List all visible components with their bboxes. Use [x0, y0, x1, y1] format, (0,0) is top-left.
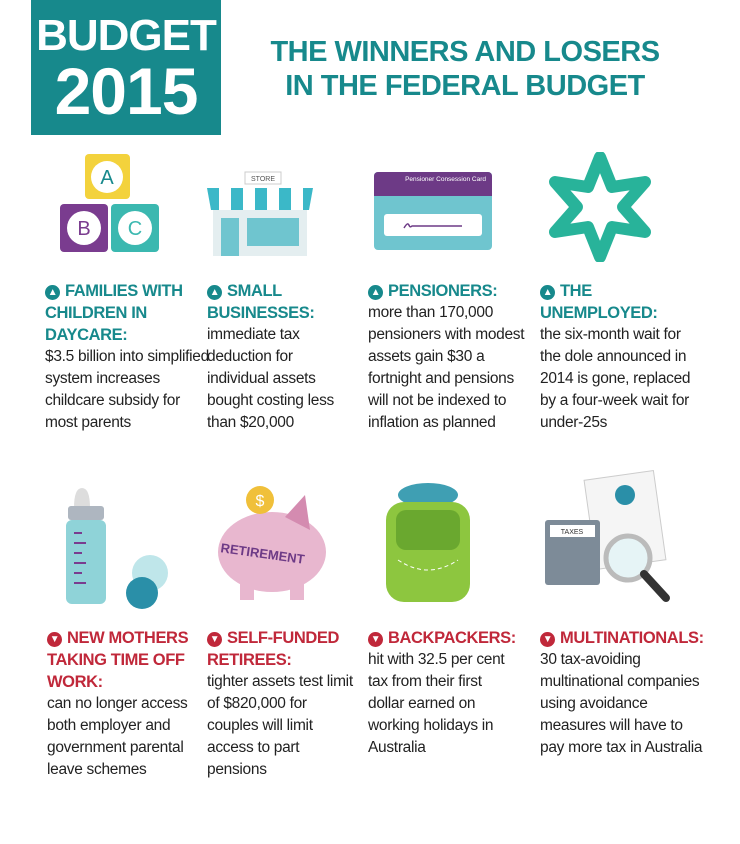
- item-heading: ▼ NEW MOTHERS TAKING TIME OFF WORK:: [47, 629, 189, 691]
- item-self-funded-retirees: ▼ SELF-FUNDED RETIREES: tighter assets te…: [207, 627, 357, 781]
- item-body: can no longer access both employer and g…: [47, 695, 188, 778]
- item-heading: ▼ MULTINATIONALS:: [540, 627, 705, 649]
- badge-line1: BUDGET: [36, 11, 217, 60]
- badge-line2: 2015: [54, 54, 199, 128]
- arrow-up-icon: ▲: [207, 285, 222, 300]
- baby-bottle-icon: [66, 488, 168, 609]
- title-line2: IN THE FEDERAL BUDGET: [285, 70, 645, 102]
- page-title: THE WINNERS AND LOSERS IN THE FEDERAL BU…: [245, 35, 685, 103]
- item-pensioners: ▲ PENSIONERS: more than 170,000 pensioner…: [368, 280, 533, 434]
- item-heading: ▲ FAMILIES WITH CHILDREN IN DAYCARE:: [45, 282, 183, 344]
- svg-text:$: $: [256, 493, 265, 510]
- item-body: $3.5 billion into simplified system incr…: [45, 348, 209, 431]
- arrow-down-icon: ▼: [47, 632, 62, 647]
- backpack-icon: [386, 483, 470, 602]
- item-heading: ▲ SMALL BUSINESSES:: [207, 282, 315, 322]
- title-line1: THE WINNERS AND LOSERS: [270, 36, 660, 68]
- item-body: 30 tax-avoiding multinational companies …: [540, 651, 703, 756]
- arrow-down-icon: ▼: [540, 632, 555, 647]
- budget-2015-badge: BUDGET 2015: [31, 0, 221, 135]
- svg-text:STORE: STORE: [251, 176, 275, 183]
- piggy-bank-icon: $ RETIREMENT: [218, 486, 326, 600]
- item-multinationals: ▼ MULTINATIONALS: 30 tax-avoiding multina…: [540, 627, 705, 759]
- item-backpackers: ▼ BACKPACKERS: hit with 32.5 per cent tax…: [368, 627, 518, 759]
- item-families: ▲ FAMILIES WITH CHILDREN IN DAYCARE: $3.5…: [45, 280, 215, 434]
- item-unemployed: ▲ THE UNEMPLOYED: the six-month wait for …: [540, 280, 700, 434]
- item-heading: ▼ BACKPACKERS:: [368, 627, 518, 649]
- svg-text:Pensioner Consession Card: Pensioner Consession Card: [405, 176, 486, 183]
- svg-text:B: B: [77, 218, 90, 240]
- arrow-up-icon: ▲: [368, 285, 383, 300]
- item-new-mothers: ▼ NEW MOTHERS TAKING TIME OFF WORK: can n…: [47, 627, 197, 781]
- svg-text:TAXES: TAXES: [561, 529, 584, 536]
- item-heading: ▼ SELF-FUNDED RETIREES:: [207, 629, 340, 669]
- item-body: immediate tax deduction for individual a…: [207, 326, 334, 431]
- pensioner-card-icon: Pensioner Consession Card: [374, 172, 492, 250]
- item-body: tighter assets test limit of $820,000 fo…: [207, 673, 353, 778]
- arrow-down-icon: ▼: [368, 632, 383, 647]
- star-logo-icon: [549, 152, 651, 262]
- store-icon: STORE: [207, 171, 313, 256]
- abc-blocks-icon: A B C: [60, 154, 159, 252]
- arrow-up-icon: ▲: [45, 285, 60, 300]
- svg-text:C: C: [128, 218, 142, 240]
- item-heading: ▲ PENSIONERS:: [368, 280, 533, 302]
- item-body: more than 170,000 pensioners with modest…: [368, 304, 525, 431]
- item-small-businesses: ▲ SMALL BUSINESSES: immediate tax deducti…: [207, 280, 357, 434]
- arrow-down-icon: ▼: [207, 632, 222, 647]
- item-heading: ▲ THE UNEMPLOYED:: [540, 282, 658, 322]
- item-body: hit with 32.5 per cent tax from their fi…: [368, 651, 505, 756]
- item-body: the six-month wait for the dole announce…: [540, 326, 691, 431]
- arrow-up-icon: ▲: [540, 285, 555, 300]
- taxes-documents-icon: TAXES: [545, 470, 670, 602]
- svg-text:A: A: [100, 167, 114, 189]
